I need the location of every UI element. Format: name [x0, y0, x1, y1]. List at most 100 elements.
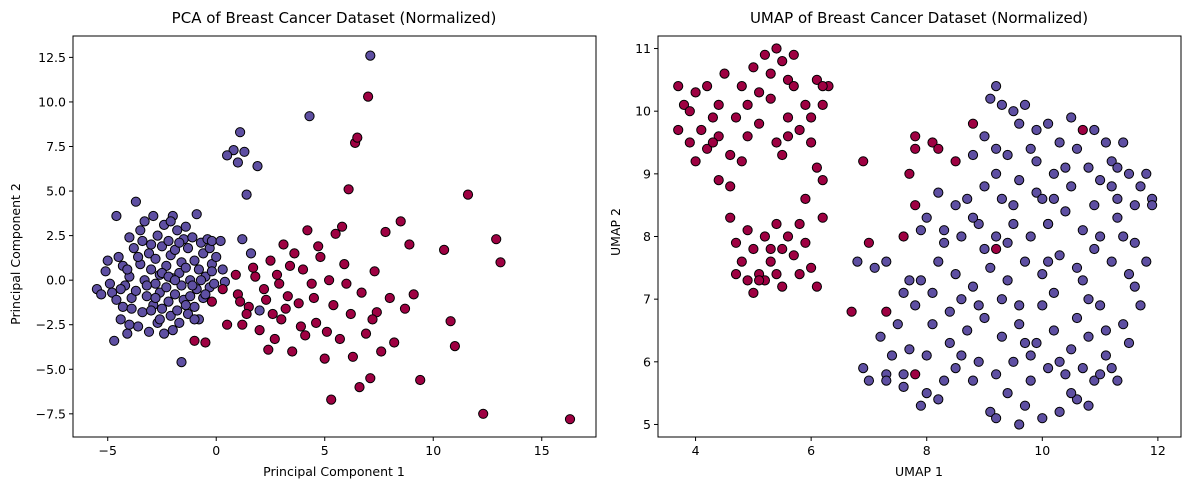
pca-point	[143, 326, 155, 337]
pca-title: PCA of Breast Cancer Dataset (Normalized…	[172, 9, 497, 27]
pca-point	[172, 305, 183, 316]
pca-point	[384, 292, 395, 304]
pca-point	[495, 257, 506, 268]
umap-point	[1071, 262, 1083, 273]
pca-point	[284, 260, 296, 271]
umap-point	[939, 375, 950, 386]
pca-point	[380, 226, 391, 238]
pca-point	[169, 275, 181, 286]
umap-point	[696, 124, 707, 136]
umap-point	[1135, 300, 1146, 311]
umap-point	[1066, 112, 1077, 123]
pca-point	[235, 296, 246, 307]
pca-point	[193, 264, 204, 275]
umap-point	[1129, 200, 1140, 211]
umap-point	[973, 356, 984, 367]
umap-point	[736, 256, 747, 267]
umap-point	[979, 243, 990, 255]
umap-point	[736, 81, 747, 92]
umap-point	[956, 231, 967, 242]
umap-point	[1077, 363, 1088, 374]
umap-point	[921, 212, 932, 223]
umap-point	[1106, 363, 1117, 374]
pca-point	[189, 255, 200, 266]
pca-point	[189, 314, 200, 325]
umap-point	[858, 156, 869, 167]
pca-xtick-label: 5	[321, 443, 329, 458]
umap-point	[725, 212, 736, 223]
pca-point	[200, 337, 211, 348]
umap-point	[1089, 375, 1100, 386]
pca-point	[137, 307, 148, 318]
pca-xtick-label: 0	[212, 443, 220, 458]
umap-xtick-label: 4	[692, 443, 700, 458]
umap-point	[950, 156, 961, 167]
umap-point	[996, 294, 1008, 305]
pca-chart: PCA of Breast Cancer Dataset (Normalized…	[8, 9, 597, 479]
umap-point	[1025, 350, 1036, 361]
umap-point	[967, 149, 979, 161]
pca-point	[152, 230, 163, 241]
pca-point	[198, 248, 209, 259]
umap-point	[962, 325, 973, 336]
umap-point	[817, 175, 828, 186]
umap-point	[1060, 206, 1071, 217]
umap-point	[1043, 256, 1054, 267]
umap-point	[881, 256, 892, 267]
umap-point	[794, 218, 805, 230]
pca-point	[100, 266, 111, 277]
pca-point	[169, 289, 181, 300]
pca-points	[91, 50, 576, 425]
pca-point	[191, 209, 202, 220]
umap-point	[991, 413, 1002, 424]
umap-ytick-label: 6	[643, 354, 651, 369]
umap-point	[1048, 168, 1060, 179]
umap-point	[927, 287, 938, 298]
umap-point	[1048, 287, 1060, 298]
pca-point	[135, 225, 146, 236]
pca-point	[445, 316, 456, 327]
umap-point	[806, 262, 817, 273]
pca-ticks: −5 0 5 10 15 −7.5 −5.0 −2.5 0.0 2.5 5.0 7.5 10.0 12.5	[36, 50, 550, 458]
umap-point	[765, 93, 776, 104]
umap-point	[1100, 137, 1112, 148]
pca-point	[263, 344, 274, 355]
umap-point	[1118, 231, 1129, 242]
umap-point	[702, 143, 713, 154]
umap-point	[1008, 218, 1019, 230]
pca-xtick-label: 10	[425, 443, 441, 458]
umap-point	[678, 99, 690, 111]
umap-point	[1031, 337, 1042, 349]
umap-point	[806, 137, 817, 148]
pca-point	[115, 314, 126, 325]
umap-point	[985, 262, 996, 273]
pca-point	[478, 408, 489, 419]
umap-point	[1106, 256, 1117, 267]
umap-point	[1037, 300, 1048, 311]
umap-point	[771, 43, 782, 54]
pca-point	[176, 280, 187, 291]
pca-point	[326, 394, 337, 405]
umap-point	[782, 231, 794, 242]
umap-point	[777, 281, 788, 292]
umap-point	[985, 406, 996, 417]
umap-point	[782, 112, 794, 123]
umap-point	[765, 243, 776, 255]
umap-point	[915, 225, 927, 236]
pca-point	[141, 291, 152, 302]
pca-point	[311, 317, 322, 328]
umap-point	[1048, 193, 1060, 204]
umap-ytick-label: 8	[643, 229, 651, 244]
pca-point	[209, 278, 220, 289]
pca-point	[302, 225, 313, 236]
umap-point	[1083, 400, 1094, 411]
umap-point	[771, 269, 782, 280]
umap-point	[788, 250, 799, 261]
umap-point	[898, 231, 909, 242]
pca-point	[365, 50, 376, 61]
umap-point	[1054, 137, 1065, 148]
umap-point	[1048, 325, 1060, 336]
umap-points	[673, 43, 1158, 430]
pca-point	[150, 292, 161, 304]
pca-ytick-label: 5.0	[46, 184, 66, 199]
